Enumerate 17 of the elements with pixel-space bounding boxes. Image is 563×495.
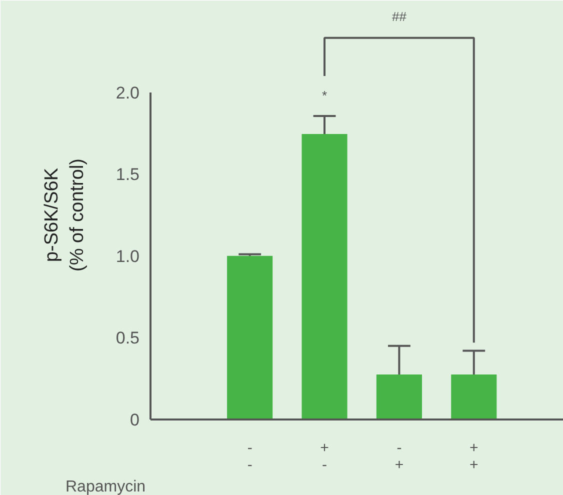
x-tick-label: + + bbox=[470, 440, 478, 474]
y-tick-label: 1.5 bbox=[116, 165, 140, 184]
x-tick-label: + - bbox=[320, 440, 330, 474]
y-tick-label: 0 bbox=[130, 410, 140, 430]
y-tick-label: 1.0 bbox=[116, 246, 140, 266]
y-tick-label: 0.5 bbox=[116, 328, 140, 348]
text: Rapamycin bbox=[66, 478, 146, 495]
x-tick-label: - - bbox=[247, 440, 252, 474]
bar bbox=[376, 374, 422, 420]
y-tick-label: 2.0 bbox=[116, 83, 140, 102]
x-tick-label: - + bbox=[394, 440, 404, 474]
bar bbox=[302, 134, 348, 420]
annotation: * bbox=[322, 88, 328, 104]
annotation: ## bbox=[392, 9, 408, 24]
y-axis-title: p-S6K/S6K (% of control) bbox=[42, 158, 88, 272]
bar bbox=[451, 374, 497, 420]
bar bbox=[227, 256, 273, 420]
